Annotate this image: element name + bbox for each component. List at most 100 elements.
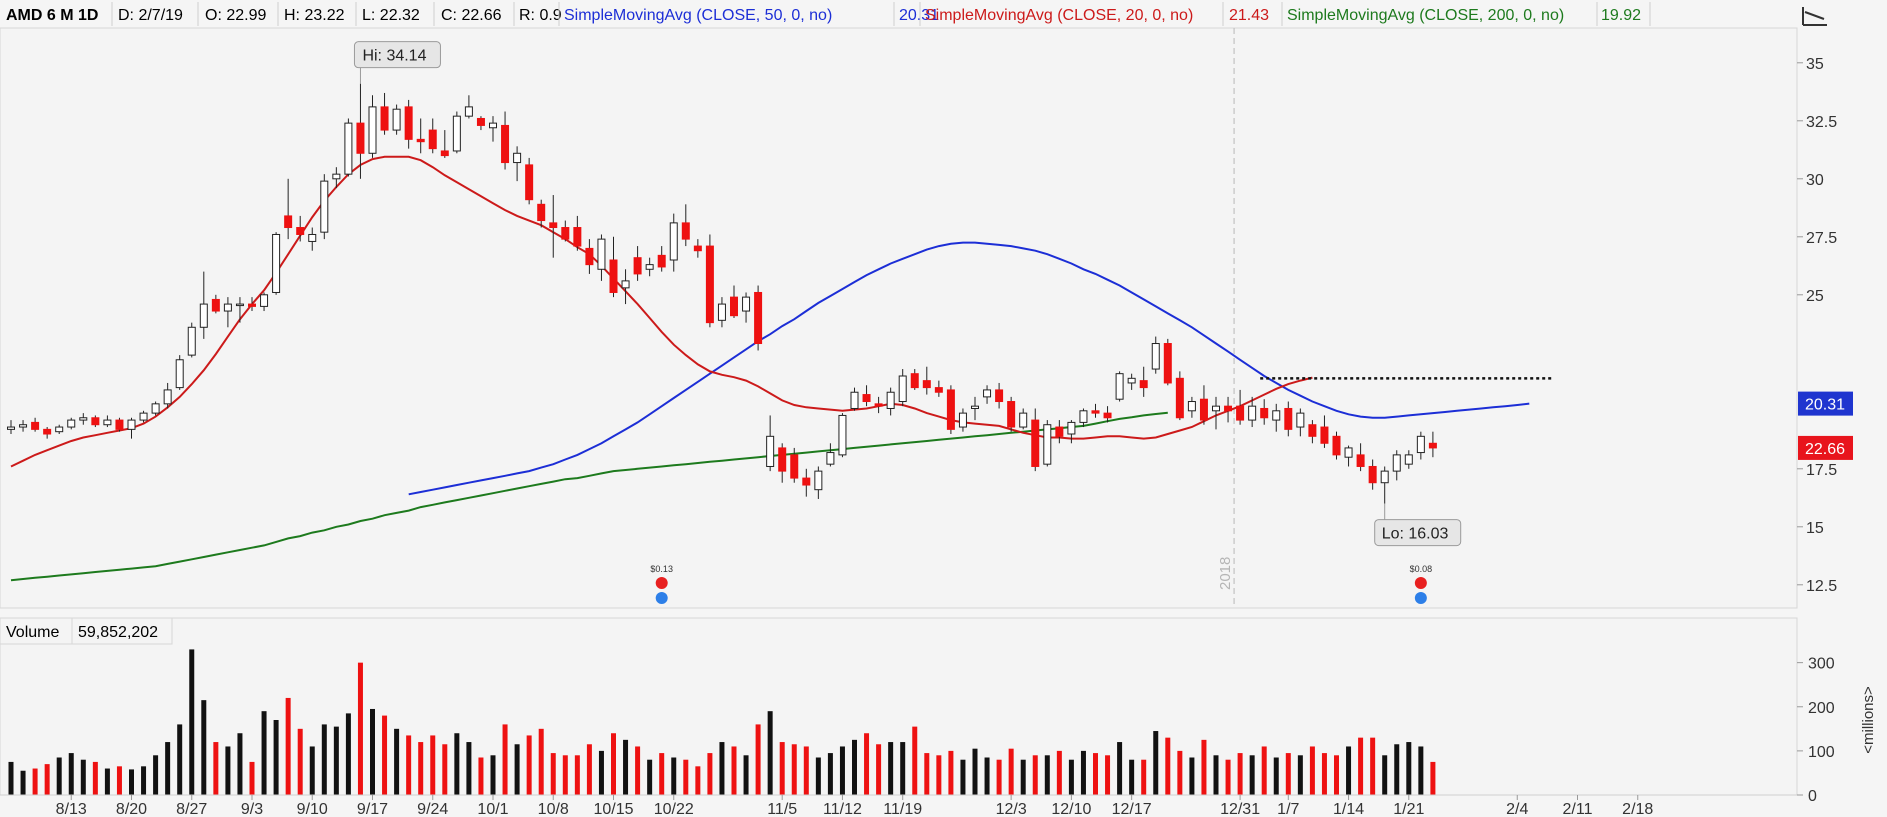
candle bbox=[404, 99, 413, 149]
candle-body bbox=[368, 106, 377, 154]
earnings-icon[interactable] bbox=[1414, 577, 1427, 589]
candle-body bbox=[1163, 343, 1172, 384]
candle-body bbox=[1380, 470, 1389, 484]
candle-body bbox=[79, 417, 88, 421]
candle-body bbox=[332, 173, 341, 180]
volume-bar bbox=[538, 728, 544, 795]
candle-body bbox=[778, 447, 787, 472]
candle-body bbox=[7, 426, 15, 430]
candle-body bbox=[1212, 405, 1220, 412]
candle bbox=[1344, 445, 1353, 467]
date-tick-label: 12/31 bbox=[1220, 801, 1260, 817]
volume-bar bbox=[333, 726, 339, 795]
candle-body bbox=[802, 477, 811, 486]
volume-bar bbox=[8, 761, 14, 795]
volume-bar bbox=[1370, 737, 1376, 795]
header-bar: AMD 6 M 1D D: 2/7/19 O: 22.99 H: 23.22 L… bbox=[6, 2, 1827, 26]
candle-body bbox=[971, 405, 979, 409]
candle-body bbox=[344, 122, 353, 175]
volume-panel bbox=[0, 617, 1798, 796]
candle-body bbox=[476, 117, 485, 126]
earnings-icon[interactable] bbox=[655, 577, 668, 589]
candle bbox=[621, 269, 630, 305]
candle bbox=[1296, 408, 1305, 437]
earnings-value-2: $0.08 bbox=[1410, 564, 1433, 574]
candle-body bbox=[404, 106, 413, 140]
volume-bar bbox=[237, 733, 243, 795]
candle-body bbox=[1055, 426, 1064, 437]
candle-body bbox=[392, 108, 401, 131]
candle bbox=[1284, 401, 1293, 437]
sma200-label[interactable]: SimpleMovingAvg (CLOSE, 200, 0, no) bbox=[1287, 7, 1564, 24]
candle-body bbox=[464, 106, 473, 117]
price-tick-label: 12.5 bbox=[1806, 578, 1837, 595]
chart-settings-icon[interactable] bbox=[1802, 7, 1827, 26]
candle-body bbox=[705, 245, 714, 324]
volume-bar bbox=[852, 739, 857, 795]
candle bbox=[489, 116, 497, 142]
volume-bar bbox=[116, 766, 122, 795]
candle bbox=[464, 95, 473, 119]
volume-bars bbox=[8, 649, 1436, 795]
date-tick-label: 11/12 bbox=[823, 801, 862, 817]
volume-bar bbox=[273, 720, 279, 795]
candle bbox=[103, 415, 112, 428]
volume-bar bbox=[1382, 755, 1388, 795]
volume-bar bbox=[1406, 742, 1412, 795]
earnings-marker-2[interactable]: $0.08 bbox=[1410, 564, 1433, 604]
sma50-label[interactable]: SimpleMovingAvg (CLOSE, 50, 0, no) bbox=[564, 7, 832, 24]
candle bbox=[19, 420, 28, 432]
symbol-label[interactable]: AMD 6 M 1D bbox=[6, 7, 98, 24]
candle bbox=[730, 285, 738, 318]
candle-body bbox=[693, 245, 702, 252]
volume-bar bbox=[719, 742, 725, 795]
earnings-marker-1[interactable]: $0.13 bbox=[650, 564, 673, 604]
volume-bar bbox=[936, 755, 942, 795]
volume-bar bbox=[394, 728, 400, 795]
volume-bar bbox=[502, 724, 508, 795]
volume-bar bbox=[177, 724, 183, 795]
volume-bar bbox=[876, 744, 882, 795]
candle bbox=[1007, 396, 1016, 432]
candle-body bbox=[826, 452, 835, 465]
candle bbox=[296, 215, 305, 242]
volume-bar bbox=[659, 753, 665, 795]
candle bbox=[308, 227, 317, 251]
date-tick-label: 11/19 bbox=[883, 801, 922, 817]
candle bbox=[525, 157, 534, 205]
candle-body bbox=[1428, 442, 1437, 449]
volume-bar bbox=[1261, 746, 1267, 795]
volume-bar bbox=[213, 742, 219, 795]
candle bbox=[1139, 366, 1148, 397]
candle-body bbox=[296, 227, 305, 235]
candle bbox=[1187, 396, 1196, 418]
volume-bar bbox=[201, 700, 207, 795]
candle bbox=[476, 116, 485, 131]
candle-body bbox=[1091, 410, 1100, 414]
candle bbox=[1392, 450, 1401, 481]
sma20-label[interactable]: SimpleMovingAvg (CLOSE, 20, 0, no) bbox=[925, 7, 1193, 24]
candle bbox=[573, 215, 582, 251]
sma50-badge: 20.31 bbox=[1798, 391, 1853, 416]
candle-body bbox=[1224, 405, 1233, 412]
candle bbox=[814, 466, 823, 499]
volume-bar bbox=[972, 748, 978, 795]
candle-body bbox=[127, 419, 136, 430]
volume-bar bbox=[189, 649, 195, 795]
low-label: L: 22.32 bbox=[362, 7, 420, 24]
candle-body bbox=[284, 215, 293, 229]
candle-body bbox=[983, 389, 992, 398]
candle bbox=[1067, 420, 1076, 444]
candle-body bbox=[922, 380, 931, 389]
date-label: D: 2/7/19 bbox=[118, 7, 183, 24]
info-icon[interactable] bbox=[1414, 592, 1427, 604]
candle bbox=[127, 417, 136, 439]
info-icon[interactable] bbox=[655, 592, 668, 604]
volume-bar bbox=[514, 744, 520, 795]
volume-bar bbox=[1141, 759, 1147, 795]
candle-body bbox=[513, 152, 522, 164]
sma50-value: 20.31 bbox=[899, 7, 939, 24]
candle-body bbox=[1199, 398, 1208, 421]
volume-bar bbox=[141, 766, 147, 795]
